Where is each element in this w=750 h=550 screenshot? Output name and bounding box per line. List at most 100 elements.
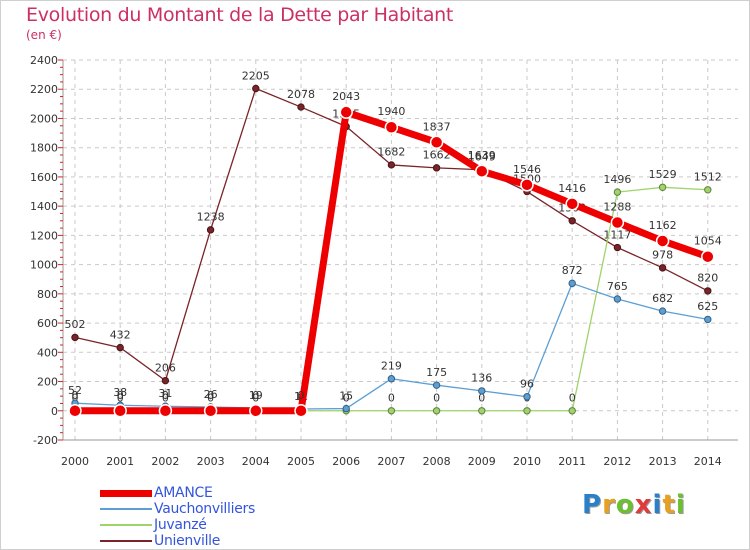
data-label-unienville: 1662 xyxy=(423,149,451,162)
data-point-unienville xyxy=(71,333,79,342)
data-label-unienville: 206 xyxy=(155,361,176,374)
logo-letter: r xyxy=(602,490,616,520)
data-point-amance xyxy=(429,135,444,150)
x-tick-label: 2009 xyxy=(468,455,496,468)
data-point-amance xyxy=(339,105,353,119)
data-point-amance xyxy=(249,404,263,418)
data-point-amance xyxy=(565,197,579,211)
data-point-juvanz- xyxy=(478,407,486,415)
data-label-unienville: 1238 xyxy=(197,211,225,224)
data-label-vauchonvilliers: 19 xyxy=(249,389,263,402)
y-tick-label: -200 xyxy=(33,434,58,447)
y-tick-label: 1000 xyxy=(30,259,58,272)
data-label-amance: 1639 xyxy=(468,149,496,162)
x-tick-label: 2004 xyxy=(242,455,270,468)
data-label-vauchonvilliers: 175 xyxy=(426,366,447,379)
data-label-juvanz-: 0 xyxy=(433,392,440,405)
x-tick-label: 2008 xyxy=(423,455,451,468)
data-point-unienville xyxy=(116,343,124,352)
data-point-amance xyxy=(113,404,127,418)
proxiti-logo: Proxiti xyxy=(582,490,686,520)
data-label-amance: 0 xyxy=(72,389,79,402)
x-tick-label: 2011 xyxy=(558,455,586,468)
y-tick-label: 2400 xyxy=(30,54,58,67)
data-label-juvanz-: 0 xyxy=(72,392,79,405)
data-point-amance xyxy=(384,120,399,134)
legend-swatch-vauchonvilliers xyxy=(100,508,152,510)
data-point-amance xyxy=(520,178,534,192)
x-tick-label: 2012 xyxy=(603,455,631,468)
x-tick-label: 2001 xyxy=(106,455,134,468)
data-point-juvanz- xyxy=(523,407,531,415)
logo-letter: i xyxy=(652,490,663,520)
data-label-unienville: 978 xyxy=(652,249,673,262)
data-label-amance: 0 xyxy=(117,389,124,402)
x-tick-label: 2014 xyxy=(694,455,722,468)
data-label-unienville: 1682 xyxy=(377,146,405,159)
data-point-unienville xyxy=(568,217,576,225)
y-tick-label: 2000 xyxy=(30,112,58,125)
logo-letter: x xyxy=(634,490,653,520)
data-label-juvanz-: 0 xyxy=(569,392,576,405)
legend-label-vauchonvilliers: Vauchonvilliers xyxy=(154,501,255,517)
data-point-vauchonvilliers xyxy=(342,404,350,413)
legend-label-amance: AMANCE xyxy=(154,485,213,501)
legend-item-unienville[interactable]: Unienville xyxy=(100,533,255,549)
data-point-vauchonvilliers xyxy=(568,279,576,288)
data-point-unienville xyxy=(387,161,396,169)
x-tick-label: 2005 xyxy=(287,455,315,468)
data-point-amance xyxy=(701,249,715,264)
data-label-amance: 1546 xyxy=(513,163,541,176)
data-label-unienville: 432 xyxy=(110,328,131,341)
data-label-amance: 1416 xyxy=(558,182,586,195)
data-label-juvanz-: 0 xyxy=(388,392,395,405)
y-tick-label: 1200 xyxy=(30,229,58,242)
legend-item-amance[interactable]: AMANCE xyxy=(100,485,255,501)
y-tick-label: 1800 xyxy=(30,142,58,155)
chart-legend: AMANCE Vauchonvilliers Juvanzé Unienvill… xyxy=(100,485,255,549)
legend-label-unienville: Unienville xyxy=(154,533,221,549)
x-tick-label: 2000 xyxy=(61,455,89,468)
logo-letter: P xyxy=(582,490,603,520)
legend-item-juvanze[interactable]: Juvanzé xyxy=(100,517,255,533)
data-label-vauchonvilliers: 52 xyxy=(68,384,82,397)
data-label-juvanz-: 1496 xyxy=(603,173,631,186)
data-point-juvanz- xyxy=(432,407,441,415)
data-point-juvanz- xyxy=(704,186,712,194)
data-label-amance: 0 xyxy=(162,389,169,402)
data-point-juvanz- xyxy=(568,407,576,415)
data-label-vauchonvilliers: 765 xyxy=(607,280,628,293)
data-label-amance: 1288 xyxy=(603,201,631,214)
data-label-amance: 1940 xyxy=(377,105,405,118)
data-label-vauchonvilliers: 872 xyxy=(562,264,583,277)
data-label-unienville: 502 xyxy=(65,318,86,331)
x-tick-label: 2010 xyxy=(513,455,541,468)
data-label-amance: 0 xyxy=(298,389,305,402)
data-point-vauchonvilliers xyxy=(387,375,396,383)
data-point-amance xyxy=(158,404,173,418)
data-point-amance xyxy=(68,404,82,418)
x-tick-label: 2006 xyxy=(332,455,360,468)
data-label-juvanz-: 1529 xyxy=(649,168,677,181)
data-point-unienville xyxy=(613,243,622,252)
logo-letter: o xyxy=(615,490,635,520)
data-label-juvanz-: 0 xyxy=(252,392,259,405)
data-label-vauchonvilliers: 96 xyxy=(520,378,534,391)
logo-letter: t xyxy=(662,490,676,520)
data-point-vauchonvilliers xyxy=(478,387,486,395)
data-point-vauchonvilliers xyxy=(432,381,441,389)
data-label-juvanz-: 1512 xyxy=(694,171,722,184)
data-label-vauchonvilliers: 38 xyxy=(113,386,127,399)
data-label-juvanz-: 0 xyxy=(478,392,485,405)
x-tick-label: 2002 xyxy=(151,455,179,468)
data-point-vauchonvilliers xyxy=(658,307,667,315)
data-label-juvanz-: 0 xyxy=(343,392,350,405)
data-label-unienville: 820 xyxy=(697,272,718,285)
data-point-vauchonvilliers xyxy=(613,295,622,303)
data-label-amance: 1162 xyxy=(649,219,677,232)
y-tick-label: 400 xyxy=(37,346,58,359)
legend-item-vauchonvilliers[interactable]: Vauchonvilliers xyxy=(100,501,255,517)
y-tick-label: 600 xyxy=(37,317,58,330)
legend-swatch-juvanze xyxy=(100,524,152,526)
data-label-juvanz-: 0 xyxy=(162,392,169,405)
